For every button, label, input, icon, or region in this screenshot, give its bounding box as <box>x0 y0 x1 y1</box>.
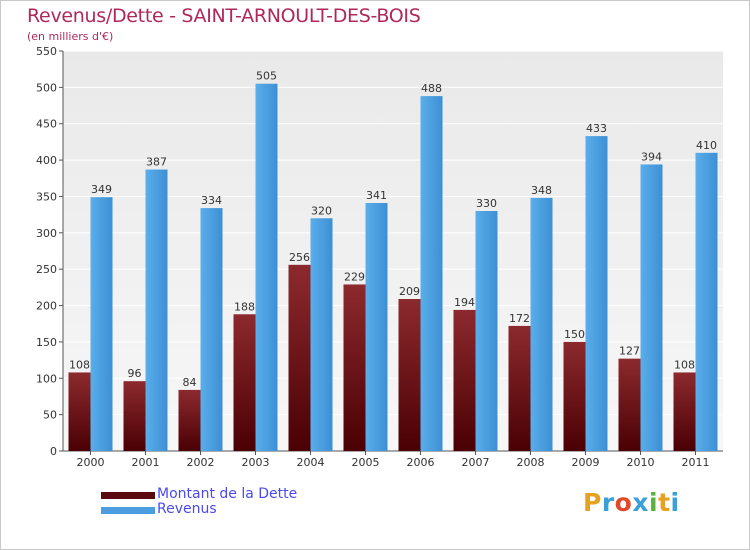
bar-dette-2002 <box>178 389 201 451</box>
logo-letter: t <box>658 488 671 517</box>
chart-subtitle: (en milliers d'€) <box>27 30 114 43</box>
logo-letter: i <box>670 488 680 517</box>
bar-dette-label-2010: 127 <box>619 345 640 358</box>
bar-revenus-label-2002: 334 <box>201 194 222 207</box>
bar-revenus-2009 <box>585 136 608 451</box>
bar-dette-label-2000: 108 <box>69 358 90 371</box>
bar-revenus-2000 <box>90 197 113 451</box>
bar-revenus-label-2006: 488 <box>421 82 442 95</box>
y-tick-label: 250 <box>36 263 57 276</box>
legend-label-revenus: Revenus <box>157 501 217 517</box>
bar-dette-2009 <box>563 341 586 451</box>
logo-letter: o <box>614 488 633 517</box>
bar-dette-label-2003: 188 <box>234 300 255 313</box>
legend-label-dette: Montant de la Dette <box>157 486 298 502</box>
y-tick-label: 50 <box>43 409 57 422</box>
plot-area <box>63 51 723 451</box>
bar-revenus-2008 <box>530 197 553 451</box>
bar-dette-label-2004: 256 <box>289 251 310 264</box>
x-tick-label-2000: 2000 <box>77 456 105 469</box>
bar-revenus-label-2005: 341 <box>366 189 387 202</box>
y-tick-label: 0 <box>50 445 57 458</box>
bar-dette-label-2008: 172 <box>509 312 530 325</box>
bar-revenus-label-2004: 320 <box>311 204 332 217</box>
bar-revenus-label-2010: 394 <box>641 150 662 163</box>
x-tick-label-2005: 2005 <box>352 456 380 469</box>
bar-dette-2006 <box>398 299 421 451</box>
y-tick-label: 150 <box>36 336 57 349</box>
bar-revenus-label-2009: 433 <box>586 122 607 135</box>
bar-dette-label-2005: 229 <box>344 270 365 283</box>
y-tick-label: 350 <box>36 190 57 203</box>
logo-letter: x <box>632 488 649 517</box>
bar-dette-2007 <box>453 309 476 451</box>
bar-dette-label-2011: 108 <box>674 358 695 371</box>
logo-letter: i <box>649 488 659 517</box>
x-tick-label-2007: 2007 <box>462 456 490 469</box>
bar-revenus-2005 <box>365 203 388 451</box>
x-tick-label-2009: 2009 <box>572 456 600 469</box>
bar-revenus-label-2007: 330 <box>476 197 497 210</box>
bar-revenus-label-2001: 387 <box>146 156 167 169</box>
y-tick-label: 300 <box>36 227 57 240</box>
bar-dette-label-2001: 96 <box>128 367 142 380</box>
bar-dette-label-2009: 150 <box>564 328 585 341</box>
logo-letter: P <box>583 488 602 517</box>
x-tick-label-2001: 2001 <box>132 456 160 469</box>
bar-revenus-2007 <box>475 211 498 451</box>
y-tick-label: 450 <box>36 118 57 131</box>
x-tick-label-2010: 2010 <box>627 456 655 469</box>
bar-revenus-2010 <box>640 164 663 452</box>
bar-dette-label-2007: 194 <box>454 296 475 309</box>
bar-revenus-label-2003: 505 <box>256 70 277 83</box>
x-tick-label-2008: 2008 <box>517 456 545 469</box>
y-tick-label: 200 <box>36 300 57 313</box>
x-tick-label-2002: 2002 <box>187 456 215 469</box>
bar-revenus-label-2008: 348 <box>531 184 552 197</box>
legend-swatch-revenus <box>101 507 155 514</box>
bar-revenus-2001 <box>145 169 168 451</box>
bar-revenus-2002 <box>200 208 223 451</box>
x-tick-label-2004: 2004 <box>297 456 325 469</box>
y-tick-label: 550 <box>36 45 57 58</box>
logo-letter: r <box>601 488 615 517</box>
proxiti-logo: Proxiti <box>583 488 680 517</box>
chart-title: Revenus/Dette - SAINT-ARNOULT-DES-BOIS <box>27 5 421 27</box>
bar-dette-2004 <box>288 264 311 451</box>
bar-revenus-2003 <box>255 83 278 452</box>
legend-swatch-dette <box>101 492 155 499</box>
bar-dette-2011 <box>673 372 696 451</box>
bar-dette-2005 <box>343 284 366 451</box>
bar-dette-label-2002: 84 <box>183 376 197 389</box>
y-tick-label: 500 <box>36 81 57 94</box>
bar-revenus-label-2011: 410 <box>696 139 717 152</box>
bar-dette-2003 <box>233 314 256 451</box>
bar-dette-2010 <box>618 358 641 451</box>
bar-revenus-2011 <box>695 152 718 451</box>
bar-revenus-2006 <box>420 96 443 451</box>
bar-dette-label-2006: 209 <box>399 285 420 298</box>
bar-dette-2008 <box>508 325 531 451</box>
y-tick-label: 100 <box>36 372 57 385</box>
x-tick-label-2003: 2003 <box>242 456 270 469</box>
bar-dette-2001 <box>123 381 146 451</box>
bar-revenus-2004 <box>310 218 333 451</box>
bar-dette-2000 <box>68 372 91 451</box>
x-tick-label-2011: 2011 <box>682 456 710 469</box>
y-tick-label: 400 <box>36 154 57 167</box>
x-tick-label-2006: 2006 <box>407 456 435 469</box>
bar-revenus-label-2000: 349 <box>91 183 112 196</box>
